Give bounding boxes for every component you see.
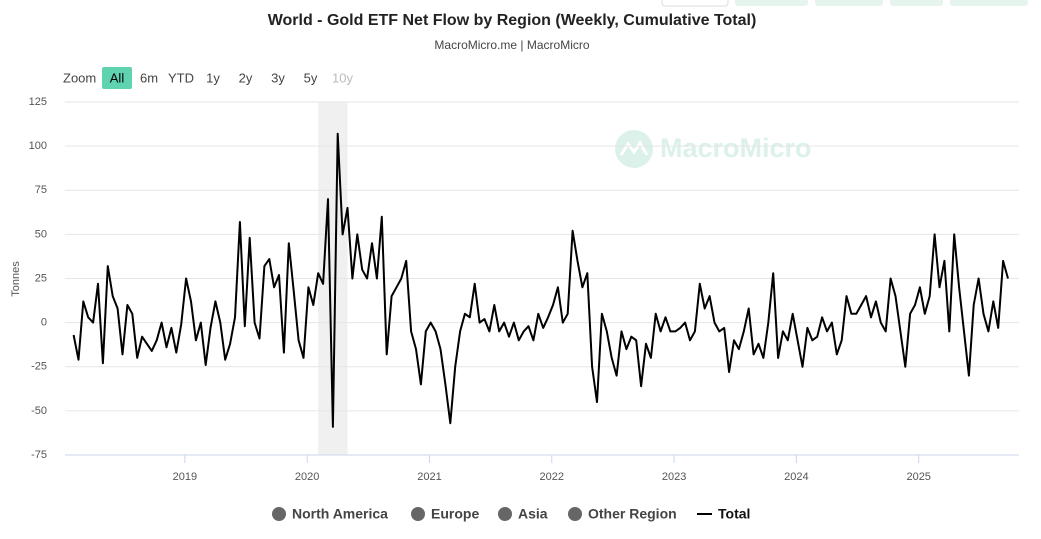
legend-item[interactable]: Other Region (568, 506, 677, 522)
legend-label: Asia (518, 506, 548, 522)
zoom-button-label: 5y (304, 70, 318, 85)
x-tick-label: 2024 (784, 471, 808, 483)
x-tick-label: 2025 (906, 471, 930, 483)
y-tick-label: -25 (31, 361, 47, 373)
toolbar-button[interactable] (815, 0, 883, 6)
y-tick-label: -50 (31, 405, 47, 417)
legend-symbol (568, 507, 582, 521)
legend-item[interactable]: Asia (498, 506, 548, 522)
legend-symbol (411, 507, 425, 521)
x-tick-label: 2019 (173, 471, 197, 483)
y-tick-label: 25 (35, 272, 47, 284)
zoom-button-label: 6m (140, 70, 158, 85)
legend-item[interactable]: Total (697, 506, 750, 522)
legend-label: North America (292, 506, 388, 522)
y-tick-label: 125 (29, 96, 47, 108)
y-tick-label: 75 (35, 184, 47, 196)
zoom-button-label: 1y (206, 70, 220, 85)
zoom-button-label: 3y (271, 70, 285, 85)
legend-label: Other Region (588, 506, 677, 522)
zoom-button[interactable]: All (102, 67, 132, 89)
y-axis-title: Tonnes (10, 261, 22, 297)
legend-label: Europe (431, 506, 479, 522)
toolbar-button[interactable] (735, 0, 808, 6)
y-tick-label: 0 (41, 317, 47, 329)
y-tick-label: -75 (31, 449, 47, 461)
watermark-text: MacroMicro (660, 133, 812, 163)
x-tick-label: 2023 (662, 471, 686, 483)
legend-label: Total (718, 506, 750, 522)
zoom-button[interactable]: 5y (304, 70, 318, 85)
x-tick-label: 2022 (540, 471, 564, 483)
zoom-button[interactable]: 6m (140, 70, 158, 85)
x-tick-label: 2021 (417, 471, 441, 483)
zoom-button-label: 10y (332, 70, 353, 85)
chart-subtitle: MacroMicro.me | MacroMicro (434, 38, 589, 52)
toolbar-button[interactable] (950, 0, 1028, 6)
y-tick-label: 100 (29, 140, 47, 152)
series-line (72, 132, 1009, 428)
zoom-button-label: All (110, 70, 125, 85)
watermark: MacroMicro (615, 130, 812, 168)
legend-symbol (272, 507, 286, 521)
watermark-logo (615, 130, 653, 168)
zoom-button[interactable]: 2y (239, 70, 253, 85)
zoom-button: 10y (332, 70, 353, 85)
chart-title: World - Gold ETF Net Flow by Region (Wee… (268, 12, 757, 29)
legend-item[interactable]: North America (272, 506, 388, 522)
zoom-button-bg (102, 67, 132, 89)
y-tick-label: 50 (35, 228, 47, 240)
zoom-button[interactable]: 1y (206, 70, 220, 85)
legend-symbol (498, 507, 512, 521)
legend-item[interactable]: Europe (411, 506, 479, 522)
x-tick-label: 2020 (295, 471, 319, 483)
zoom-button[interactable]: YTD (168, 70, 194, 85)
zoom-button[interactable]: 3y (271, 70, 285, 85)
zoom-button-label: YTD (168, 70, 194, 85)
zoom-button-label: 2y (239, 70, 253, 85)
watermark-logo-mark (619, 140, 649, 156)
toolbar-button[interactable] (661, 0, 729, 7)
zoom-label: Zoom (63, 70, 96, 85)
toolbar-button[interactable] (890, 0, 943, 6)
